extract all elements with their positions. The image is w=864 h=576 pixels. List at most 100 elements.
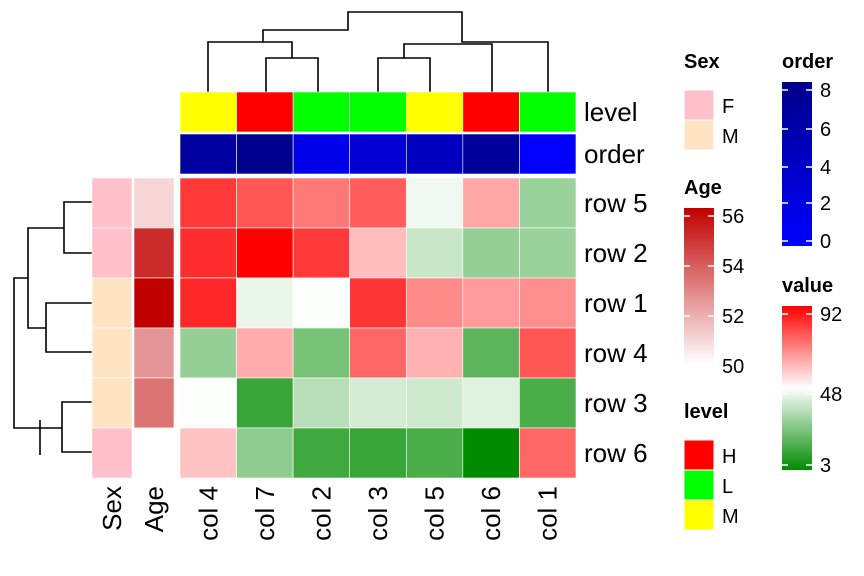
column-label: col 4 (193, 486, 223, 541)
order-cell-col-6 (462, 133, 520, 175)
age-colorbar (684, 208, 714, 364)
order-tick-label: 6 (820, 119, 831, 141)
column-label: col 3 (363, 486, 393, 541)
heatmap-cell-row-4-col-1 (519, 327, 577, 379)
sex-legend-title: Sex (684, 51, 720, 73)
order-tick-label: 0 (820, 231, 831, 253)
sex-cell-row-2 (91, 227, 133, 279)
order-cell-col-5 (405, 133, 464, 175)
heatmap-cell-row-1-col-5 (405, 277, 464, 329)
heatmap-cell-row-3-col-3 (349, 377, 407, 429)
heatmap-cell-row-3-col-2 (292, 377, 351, 429)
heatmap-cell-row-1-col-1 (519, 277, 577, 329)
row-label: row 2 (584, 238, 648, 268)
value-legend-title: value (782, 275, 833, 297)
age-cell-row-6 (133, 427, 175, 479)
age-tick-label: 54 (722, 256, 744, 278)
value-tick-label: 92 (820, 304, 842, 326)
heatmap-cell-row-1-col-6 (462, 277, 520, 329)
order-colorbar (782, 82, 812, 246)
heatmap-cell-row-1-col-4 (179, 277, 237, 329)
heatmap-cell-row-1-col-7 (236, 277, 294, 329)
level-cell-col-5 (405, 91, 464, 133)
level-cell-col-7 (236, 91, 294, 133)
heatmap-cell-row-4-col-5 (405, 327, 464, 379)
sex-cell-row-1 (91, 277, 133, 329)
heatmap-cell-row-5-col-7 (236, 177, 294, 229)
level-legend-label-h: H (722, 446, 736, 468)
level-legend-label-l: L (722, 476, 733, 498)
column-label: col 5 (420, 486, 450, 541)
legends: SexFMlevelHLMAge56545250order86420value9… (683, 51, 842, 531)
axis-labels: row 5 row 2 row 1 row 4 row 3 row 6 level order… (97, 97, 648, 541)
value-colorbar (782, 306, 812, 470)
heatmap-cell-row-1-col-2 (292, 277, 351, 329)
sex-cell-row-5 (91, 177, 133, 229)
age-legend-title: Age (684, 177, 722, 199)
heatmap-cell-row-2-col-4 (179, 227, 237, 279)
row-dendrogram (13, 201, 92, 455)
level-legend-swatch-h (683, 439, 715, 471)
order-tick-label: 4 (820, 157, 831, 179)
level-cell-col-1 (519, 91, 577, 133)
column-label: col 6 (476, 486, 506, 541)
row-annotation-label: Age (139, 486, 169, 532)
order-cell-col-1 (519, 133, 577, 175)
age-cell-row-2 (133, 227, 175, 279)
row-label: row 5 (584, 188, 648, 218)
sex-cell-row-4 (91, 327, 133, 379)
age-tick-label: 52 (722, 306, 744, 328)
age-cell-row-1 (133, 277, 175, 329)
row-label: row 6 (584, 438, 648, 468)
column-annotation-label: level (584, 97, 637, 127)
heatmap-cell-row-2-col-6 (462, 227, 520, 279)
level-legend-title: level (684, 401, 728, 423)
heatmap-cell-row-5-col-4 (179, 177, 237, 229)
level-legend-swatch-m (683, 499, 715, 531)
row-annotation-label: Sex (97, 486, 127, 531)
order-tick-label: 8 (820, 80, 831, 102)
heatmap-cell-row-5-col-3 (349, 177, 407, 229)
value-tick-label: 48 (820, 384, 842, 406)
heatmap-cell-row-3-col-4 (179, 377, 237, 429)
sex-legend-swatch-m (683, 119, 715, 151)
heatmap-cell-row-4-col-2 (292, 327, 351, 379)
sex-legend-label-m: M (722, 126, 739, 148)
heatmap-cell-row-5-col-6 (462, 177, 520, 229)
sex-cell-row-3 (91, 377, 133, 429)
column-label: col 7 (250, 486, 280, 541)
row-label: row 1 (584, 288, 648, 318)
heatmap-cell-row-6-col-3 (349, 427, 407, 479)
heatmap-cell-row-5-col-1 (519, 177, 577, 229)
heatmap-cell-row-2-col-1 (519, 227, 577, 279)
level-cell-col-2 (292, 91, 351, 133)
heatmap-cells (179, 177, 577, 479)
heatmap-cell-row-6-col-2 (292, 427, 351, 479)
column-dendrogram (207, 11, 549, 92)
column-label: col 2 (306, 486, 336, 541)
column-annotation-label: order (584, 139, 645, 169)
heatmap-cell-row-5-col-5 (405, 177, 464, 229)
order-cell-col-4 (179, 133, 237, 175)
heatmap-cell-row-6-col-5 (405, 427, 464, 479)
heatmap-cell-row-5-col-2 (292, 177, 351, 229)
column-label: col 1 (533, 486, 563, 541)
heatmap-cell-row-1-col-3 (349, 277, 407, 329)
heatmap-cell-row-3-col-7 (236, 377, 294, 429)
order-cell-col-7 (236, 133, 294, 175)
order-cell-col-3 (349, 133, 407, 175)
level-legend-label-m: M (722, 506, 739, 528)
level-cell-col-4 (179, 91, 237, 133)
heatmap-cell-row-6-col-6 (462, 427, 520, 479)
row-label: row 3 (584, 388, 648, 418)
row-label: row 4 (584, 338, 648, 368)
age-cell-row-4 (133, 327, 175, 379)
heatmap-cell-row-2-col-5 (405, 227, 464, 279)
order-legend-title: order (782, 51, 833, 73)
value-tick-label: 3 (820, 455, 831, 477)
heatmap-cell-row-4-col-6 (462, 327, 520, 379)
order-tick-label: 2 (820, 193, 831, 215)
heatmap-cell-row-2-col-7 (236, 227, 294, 279)
heatmap-cell-row-3-col-5 (405, 377, 464, 429)
